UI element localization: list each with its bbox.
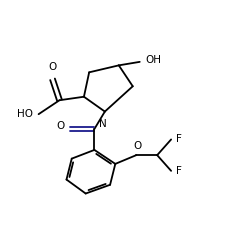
Text: OH: OH [146,55,162,65]
Text: O: O [56,121,65,131]
Text: O: O [134,141,142,151]
Text: N: N [99,119,107,129]
Text: HO: HO [17,109,33,119]
Text: F: F [176,134,182,144]
Text: O: O [48,62,57,72]
Text: F: F [176,166,182,176]
